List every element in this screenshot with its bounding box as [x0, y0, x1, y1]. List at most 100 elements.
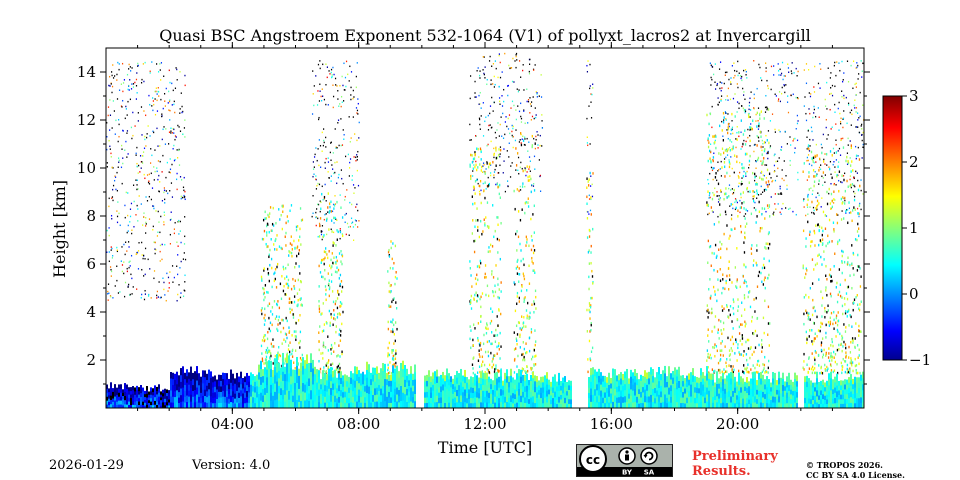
plume-dot	[329, 324, 331, 327]
cirrus-dot	[806, 156, 809, 159]
cirrus-dot	[344, 155, 347, 158]
plume-dot	[289, 311, 292, 314]
cirrus-dot	[335, 146, 337, 148]
plume-dot	[820, 366, 822, 370]
cirrus-dot	[343, 89, 345, 91]
cirrus-dot	[806, 206, 809, 208]
bl-cell	[248, 375, 250, 382]
cirrus-dot	[855, 67, 857, 69]
cirrus-dot	[758, 63, 760, 66]
plume-dot	[391, 321, 393, 324]
cirrus-dot	[530, 119, 532, 121]
bl-cell	[172, 384, 174, 391]
plume-dot	[735, 285, 737, 288]
cirrus-dot	[159, 160, 161, 163]
plume-dot	[497, 223, 499, 227]
cirrus-dot	[504, 52, 506, 55]
plume-dot	[830, 280, 832, 283]
cirrus-dot	[184, 235, 186, 238]
bl-cell	[456, 401, 458, 408]
cirrus-dot	[354, 187, 356, 189]
plume-dot	[750, 212, 753, 216]
cirrus-dot	[830, 87, 832, 89]
bl-cell	[140, 400, 142, 405]
plume-dot	[323, 258, 325, 261]
plume-dot	[826, 202, 829, 206]
plume-dot	[749, 356, 751, 360]
bl-cell	[198, 384, 200, 392]
bl-cell	[118, 384, 120, 389]
cirrus-dot	[317, 235, 319, 238]
cirrus-dot	[171, 82, 173, 85]
plume-dot	[825, 152, 828, 156]
plume-dot	[284, 277, 286, 280]
plume-dot	[523, 300, 525, 304]
plume-dot	[855, 364, 858, 367]
cirrus-dot	[477, 182, 479, 185]
bl-cell	[236, 384, 238, 391]
cirrus-dot	[720, 95, 723, 97]
plume-dot	[533, 269, 535, 272]
bl-cell	[386, 390, 388, 397]
cirrus-dot	[126, 267, 128, 270]
plume-dot	[836, 348, 839, 352]
plume-dot	[330, 280, 333, 283]
plume-dot	[826, 310, 828, 314]
plume-dot	[723, 116, 725, 119]
plume-dot	[337, 354, 339, 357]
plume-dot	[588, 178, 590, 181]
bl-cell	[400, 385, 402, 394]
bl-cell	[254, 397, 256, 404]
cirrus-dot	[121, 182, 123, 185]
plume-dot	[328, 202, 331, 205]
bl-cell	[356, 366, 358, 375]
plume-dot	[722, 151, 725, 155]
plume-dot	[852, 169, 854, 172]
cirrus-dot	[126, 156, 128, 158]
cirrus-dot	[313, 85, 315, 87]
cirrus-dot	[714, 63, 716, 65]
bl-cell	[384, 400, 386, 408]
cirrus-dot	[344, 76, 347, 79]
bl-cell	[220, 380, 222, 387]
plume-dot	[274, 354, 276, 358]
bl-cell	[432, 384, 434, 391]
plume-dot	[768, 259, 770, 263]
bl-cell	[442, 371, 444, 379]
plume-dot	[755, 182, 758, 185]
bl-cell	[302, 399, 304, 408]
plume-dot	[849, 351, 852, 354]
bl-cell	[124, 391, 126, 397]
cirrus-dot	[478, 103, 480, 106]
bl-cell	[454, 375, 456, 382]
bl-cell	[178, 402, 180, 408]
bl-cell	[426, 396, 428, 403]
plume-dot	[471, 232, 474, 235]
bl-cell	[220, 385, 222, 392]
plume-dot	[532, 251, 535, 255]
cirrus-dot	[349, 225, 351, 228]
plume-dot	[269, 206, 272, 209]
cirrus-dot	[495, 137, 497, 139]
plume-dot	[534, 343, 536, 347]
cirrus-dot	[128, 63, 130, 66]
plume-dot	[750, 247, 753, 250]
plume-dot	[498, 153, 500, 157]
cirrus-dot	[849, 175, 851, 177]
bl-cell	[326, 402, 328, 408]
plume-dot	[470, 301, 472, 304]
bl-cell	[384, 393, 386, 402]
plume-dot	[829, 268, 832, 271]
plume-dot	[277, 262, 279, 266]
bl-cell	[328, 401, 330, 408]
plume-dot	[498, 238, 500, 242]
plume-dot	[394, 353, 396, 357]
cirrus-dot	[338, 105, 340, 107]
plume-dot	[522, 368, 525, 371]
cirrus-dot	[541, 145, 543, 147]
cirrus-dot	[858, 117, 860, 119]
cirrus-dot	[533, 183, 535, 185]
cirrus-dot	[479, 70, 481, 72]
bl-cell	[114, 404, 116, 408]
plume-dot	[496, 352, 498, 356]
